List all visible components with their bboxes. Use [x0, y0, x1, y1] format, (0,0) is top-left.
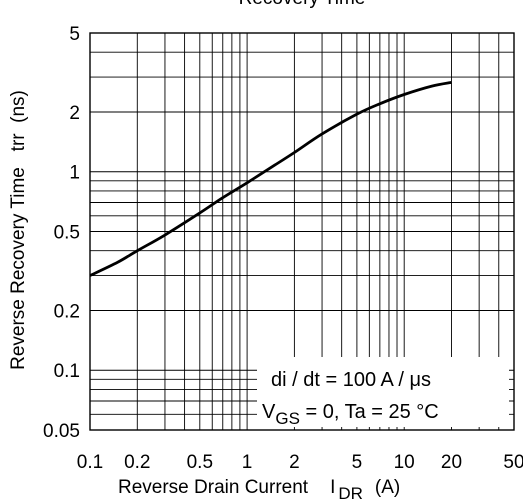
y-tick-label: 2 [69, 103, 80, 124]
x-tick-label: 5 [352, 452, 363, 473]
x-tick-label: 10 [394, 452, 415, 473]
y-tick-label: 5 [69, 24, 80, 45]
x-axis-unit: (A) [375, 477, 400, 498]
x-axis-label: Reverse Drain Current I DR (A) [118, 477, 400, 503]
x-axis-subscript: DR [338, 484, 363, 503]
annotation-conditions-rest: = 0, Ta = 25 °C [300, 401, 439, 423]
annotation-gs-subscript: GS [275, 409, 300, 428]
annotation-v-symbol: V [262, 401, 276, 423]
y-axis-label: Reverse Recovery Time trr (ns) [8, 90, 29, 370]
x-tick-label: 50 [503, 452, 523, 473]
y-tick-label: 0.05 [43, 421, 80, 442]
y-tick-label: 0.2 [54, 301, 80, 322]
plot-frame [89, 32, 515, 431]
y-tick-labels: 0.05 0.1 0.2 0.5 1 2 5 [43, 24, 80, 442]
x-tick-label: 0.2 [124, 452, 150, 473]
series-group [89, 80, 452, 277]
y-tick-label: 0.5 [54, 223, 80, 244]
x-tick-label: 0.1 [77, 452, 103, 473]
x-tick-label: 2 [289, 452, 300, 473]
x-tick-label: 20 [441, 452, 462, 473]
annotation-conditions: VGS = 0, Ta = 25 °C [262, 401, 439, 428]
y-tick-label: 0.1 [54, 361, 80, 382]
x-axis-label-text: Reverse Drain Current [118, 477, 309, 498]
annotation-di-dt: di / dt = 100 A / μs [271, 369, 431, 391]
chart-title: Recovery Time [239, 0, 366, 9]
x-tick-label: 0.5 [187, 452, 213, 473]
x-tick-label: 1 [242, 452, 253, 473]
y-tick-label: 1 [69, 163, 80, 184]
series-line [89, 80, 452, 277]
x-tick-labels: 0.1 0.2 0.5 1 2 5 10 20 50 [77, 452, 523, 473]
annotation-box [257, 357, 509, 427]
x-axis-symbol: I [330, 477, 335, 498]
